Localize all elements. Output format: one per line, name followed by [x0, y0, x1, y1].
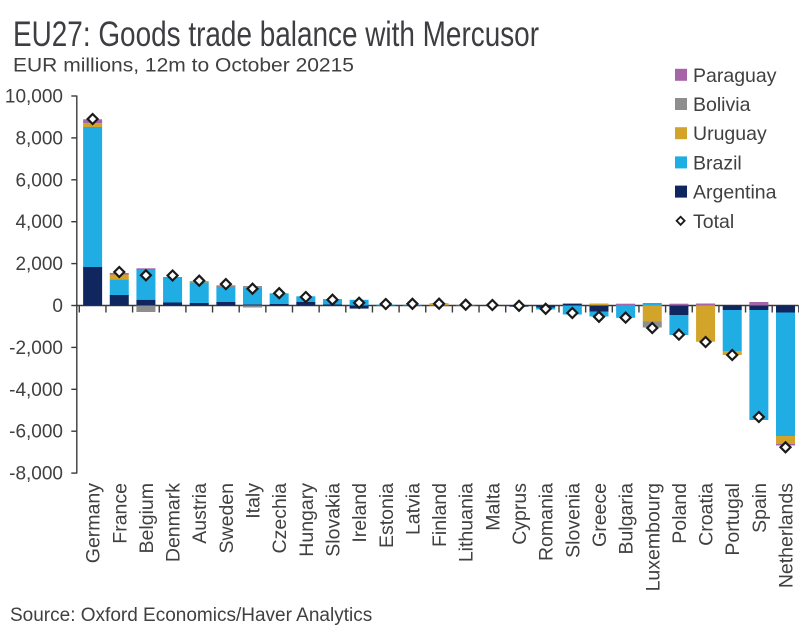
svg-text:Cyprus: Cyprus [509, 483, 531, 545]
svg-text:France: France [109, 483, 131, 544]
svg-text:Lithuania: Lithuania [456, 483, 478, 562]
svg-text:Belgium: Belgium [136, 483, 158, 553]
svg-text:6,000: 6,000 [15, 170, 63, 191]
svg-text:4,000: 4,000 [15, 212, 63, 233]
svg-text:Estonia: Estonia [376, 483, 398, 548]
svg-text:Austria: Austria [189, 483, 211, 544]
svg-text:Brazil: Brazil [693, 152, 742, 174]
svg-text:Bolivia: Bolivia [693, 94, 751, 116]
svg-text:8,000: 8,000 [15, 128, 63, 149]
svg-text:-8,000: -8,000 [9, 464, 63, 485]
svg-text:Romania: Romania [536, 483, 558, 561]
svg-text:EUR millions, 12m to October 2: EUR millions, 12m to October 20215 [13, 55, 354, 77]
svg-text:Luxembourg: Luxembourg [642, 483, 664, 591]
svg-text:Paraguay: Paraguay [693, 65, 777, 87]
svg-text:-4,000: -4,000 [9, 380, 63, 401]
svg-text:Slovakia: Slovakia [322, 483, 344, 557]
svg-text:Czechia: Czechia [269, 483, 291, 554]
svg-text:10,000: 10,000 [5, 87, 63, 108]
svg-text:Croatia: Croatia [696, 483, 718, 546]
svg-text:Netherlands: Netherlands [776, 483, 798, 588]
svg-text:Portugal: Portugal [722, 483, 744, 556]
svg-text:Argentina: Argentina [693, 182, 777, 204]
svg-text:2,000: 2,000 [15, 254, 63, 275]
svg-text:-2,000: -2,000 [9, 338, 63, 359]
svg-text:Uruguay: Uruguay [693, 123, 767, 145]
svg-text:Germany: Germany [83, 483, 105, 563]
svg-text:Italy: Italy [243, 483, 265, 519]
svg-text:Latvia: Latvia [402, 483, 424, 535]
svg-text:Spain: Spain [749, 483, 771, 533]
svg-text:Source: Oxford Economics/Haver: Source: Oxford Economics/Haver Analytics [10, 605, 372, 626]
svg-text:0: 0 [52, 296, 63, 317]
svg-text:Sweden: Sweden [216, 483, 238, 553]
svg-text:Slovenia: Slovenia [562, 483, 584, 558]
svg-text:-6,000: -6,000 [9, 422, 63, 443]
svg-text:Ireland: Ireland [349, 483, 371, 543]
svg-text:Poland: Poland [669, 483, 691, 544]
svg-text:Greece: Greece [589, 483, 611, 547]
svg-text:Malta: Malta [482, 483, 504, 531]
svg-text:Finland: Finland [429, 483, 451, 547]
svg-text:Hungary: Hungary [296, 483, 318, 557]
svg-text:Total: Total [693, 211, 734, 233]
svg-text:Denmark: Denmark [163, 483, 185, 562]
svg-text:EU27: Goods trade balance with: EU27: Goods trade balance with Mercusor [13, 15, 539, 54]
svg-text:Bulgaria: Bulgaria [616, 483, 638, 555]
